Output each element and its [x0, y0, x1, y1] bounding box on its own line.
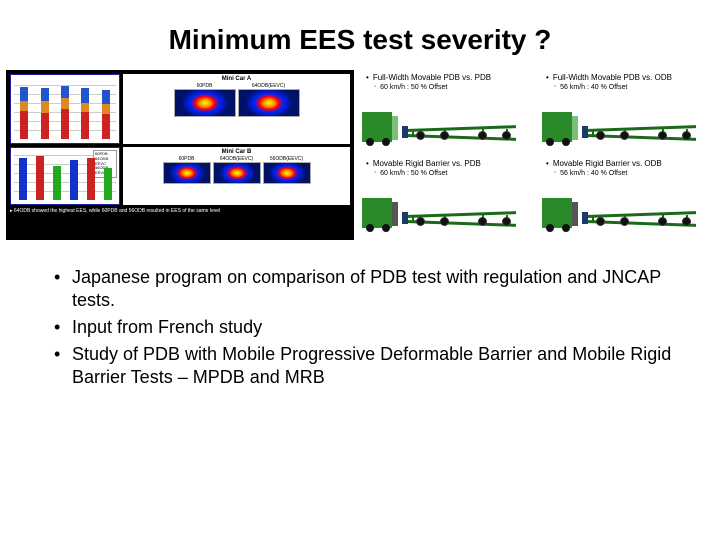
wheel-icon — [562, 138, 570, 146]
wheel-icon — [596, 131, 605, 140]
wheel-icon — [478, 217, 487, 226]
thermal-image — [238, 89, 300, 117]
bullet-item: Study of PDB with Mobile Progressive Def… — [54, 343, 680, 389]
grouped-bar-chart: 60PDB64ODB EEVC56ODB EEVC — [10, 147, 120, 205]
wheel-icon — [502, 131, 511, 140]
wheel-icon — [620, 131, 629, 140]
bullet-list: Japanese program on comparison of PDB te… — [0, 240, 720, 389]
scenario-subtitle: 60 km/h : 50 % Offset — [366, 170, 530, 177]
chart-bar — [20, 87, 28, 139]
wheel-icon — [440, 217, 449, 226]
wheel-icon — [658, 131, 667, 140]
thermal-image — [174, 89, 236, 117]
thermal-row-b: 60PDB 64ODB(EEVC) 56ODB(EEVC) — [125, 156, 348, 184]
scenario-title: Movable Rigid Barrier vs. ODB — [546, 160, 710, 169]
scenario-title: Movable Rigid Barrier vs. PDB — [366, 160, 530, 169]
thermal-image — [213, 162, 261, 184]
thermal-group-b-title: Mini Car B — [222, 149, 252, 155]
wheel-icon — [440, 131, 449, 140]
scenario-subtitle: 56 km/h : 40 % Offset — [546, 170, 710, 177]
vehicle-chassis-icon — [586, 118, 696, 140]
thermal-image — [263, 162, 311, 184]
chart-bar — [61, 86, 69, 139]
vehicle-chassis-icon — [406, 204, 516, 226]
wheel-icon — [546, 138, 554, 146]
scenario-title: Full-Width Movable PDB vs. PDB — [366, 74, 530, 83]
thermal-maps-panel-b: Mini Car B 60PDB 64ODB(EEVC) 56ODB(EEVC) — [123, 147, 350, 205]
wheel-icon — [596, 217, 605, 226]
wheel-icon — [366, 138, 374, 146]
wheel-icon — [620, 217, 629, 226]
wheel-icon — [416, 217, 425, 226]
truck-scene — [362, 188, 528, 236]
bullet-item: Input from French study — [54, 316, 680, 339]
truck-scene — [542, 102, 708, 150]
thermal-maps-panel: Mini Car A 60PDB 64ODB(EEVC) — [123, 74, 350, 144]
wheel-icon — [416, 131, 425, 140]
vehicle-chassis-icon — [406, 118, 516, 140]
scenario-subtitle: 56 km/h : 40 % Offset — [546, 84, 710, 91]
left-panel-caption: ▸ 64ODB showed the highest EES, while 60… — [10, 205, 350, 236]
chart-bar — [41, 88, 49, 139]
wheel-icon — [658, 217, 667, 226]
chart-bar — [53, 166, 61, 200]
wheel-icon — [366, 224, 374, 232]
barrier-face-icon — [392, 116, 398, 140]
truck-scene — [542, 188, 708, 236]
scenario-cell: Full-Width Movable PDB vs. PDB60 km/h : … — [356, 70, 534, 154]
chart-bar — [104, 168, 112, 200]
wheel-icon — [502, 217, 511, 226]
barrier-face-icon — [392, 202, 398, 226]
scenario-cell: Full-Width Movable PDB vs. ODB56 km/h : … — [536, 70, 714, 154]
chart-bar — [81, 88, 89, 139]
chart-bar — [19, 158, 27, 200]
left-top-row: Mini Car A 60PDB 64ODB(EEVC) — [10, 74, 350, 144]
chart-bar — [36, 156, 44, 200]
right-scenarios-grid: Full-Width Movable PDB vs. PDB60 km/h : … — [356, 70, 714, 240]
wheel-icon — [478, 131, 487, 140]
barrier-face-icon — [572, 116, 578, 140]
wheel-icon — [682, 131, 691, 140]
scenario-cell: Movable Rigid Barrier vs. ODB56 km/h : 4… — [536, 156, 714, 240]
left-mid-row: 60PDB64ODB EEVC56ODB EEVC Mini Car B 60P… — [10, 147, 350, 205]
vehicle-chassis-icon — [586, 204, 696, 226]
slide-title: Minimum EES test severity ? — [0, 0, 720, 70]
wheel-icon — [682, 217, 691, 226]
wheel-icon — [546, 224, 554, 232]
wheel-icon — [562, 224, 570, 232]
bullet-item: Japanese program on comparison of PDB te… — [54, 266, 680, 312]
truck-scene — [362, 102, 528, 150]
thermal-image — [163, 162, 211, 184]
figures-row: Mini Car A 60PDB 64ODB(EEVC) 60PDB64ODB … — [0, 70, 720, 240]
thermal-group-a-title: Mini Car A — [222, 76, 251, 82]
chart-bar — [87, 158, 95, 200]
barrier-face-icon — [572, 202, 578, 226]
wheel-icon — [382, 224, 390, 232]
left-composite-figure: Mini Car A 60PDB 64ODB(EEVC) 60PDB64ODB … — [6, 70, 354, 240]
wheel-icon — [382, 138, 390, 146]
chart-bar — [102, 90, 110, 139]
scenario-subtitle: 60 km/h : 50 % Offset — [366, 84, 530, 91]
chart-bar — [70, 160, 78, 200]
thermal-row-a: 60PDB 64ODB(EEVC) — [125, 83, 348, 117]
stacked-bar-chart — [10, 74, 120, 144]
scenario-cell: Movable Rigid Barrier vs. PDB60 km/h : 5… — [356, 156, 534, 240]
scenario-title: Full-Width Movable PDB vs. ODB — [546, 74, 710, 83]
